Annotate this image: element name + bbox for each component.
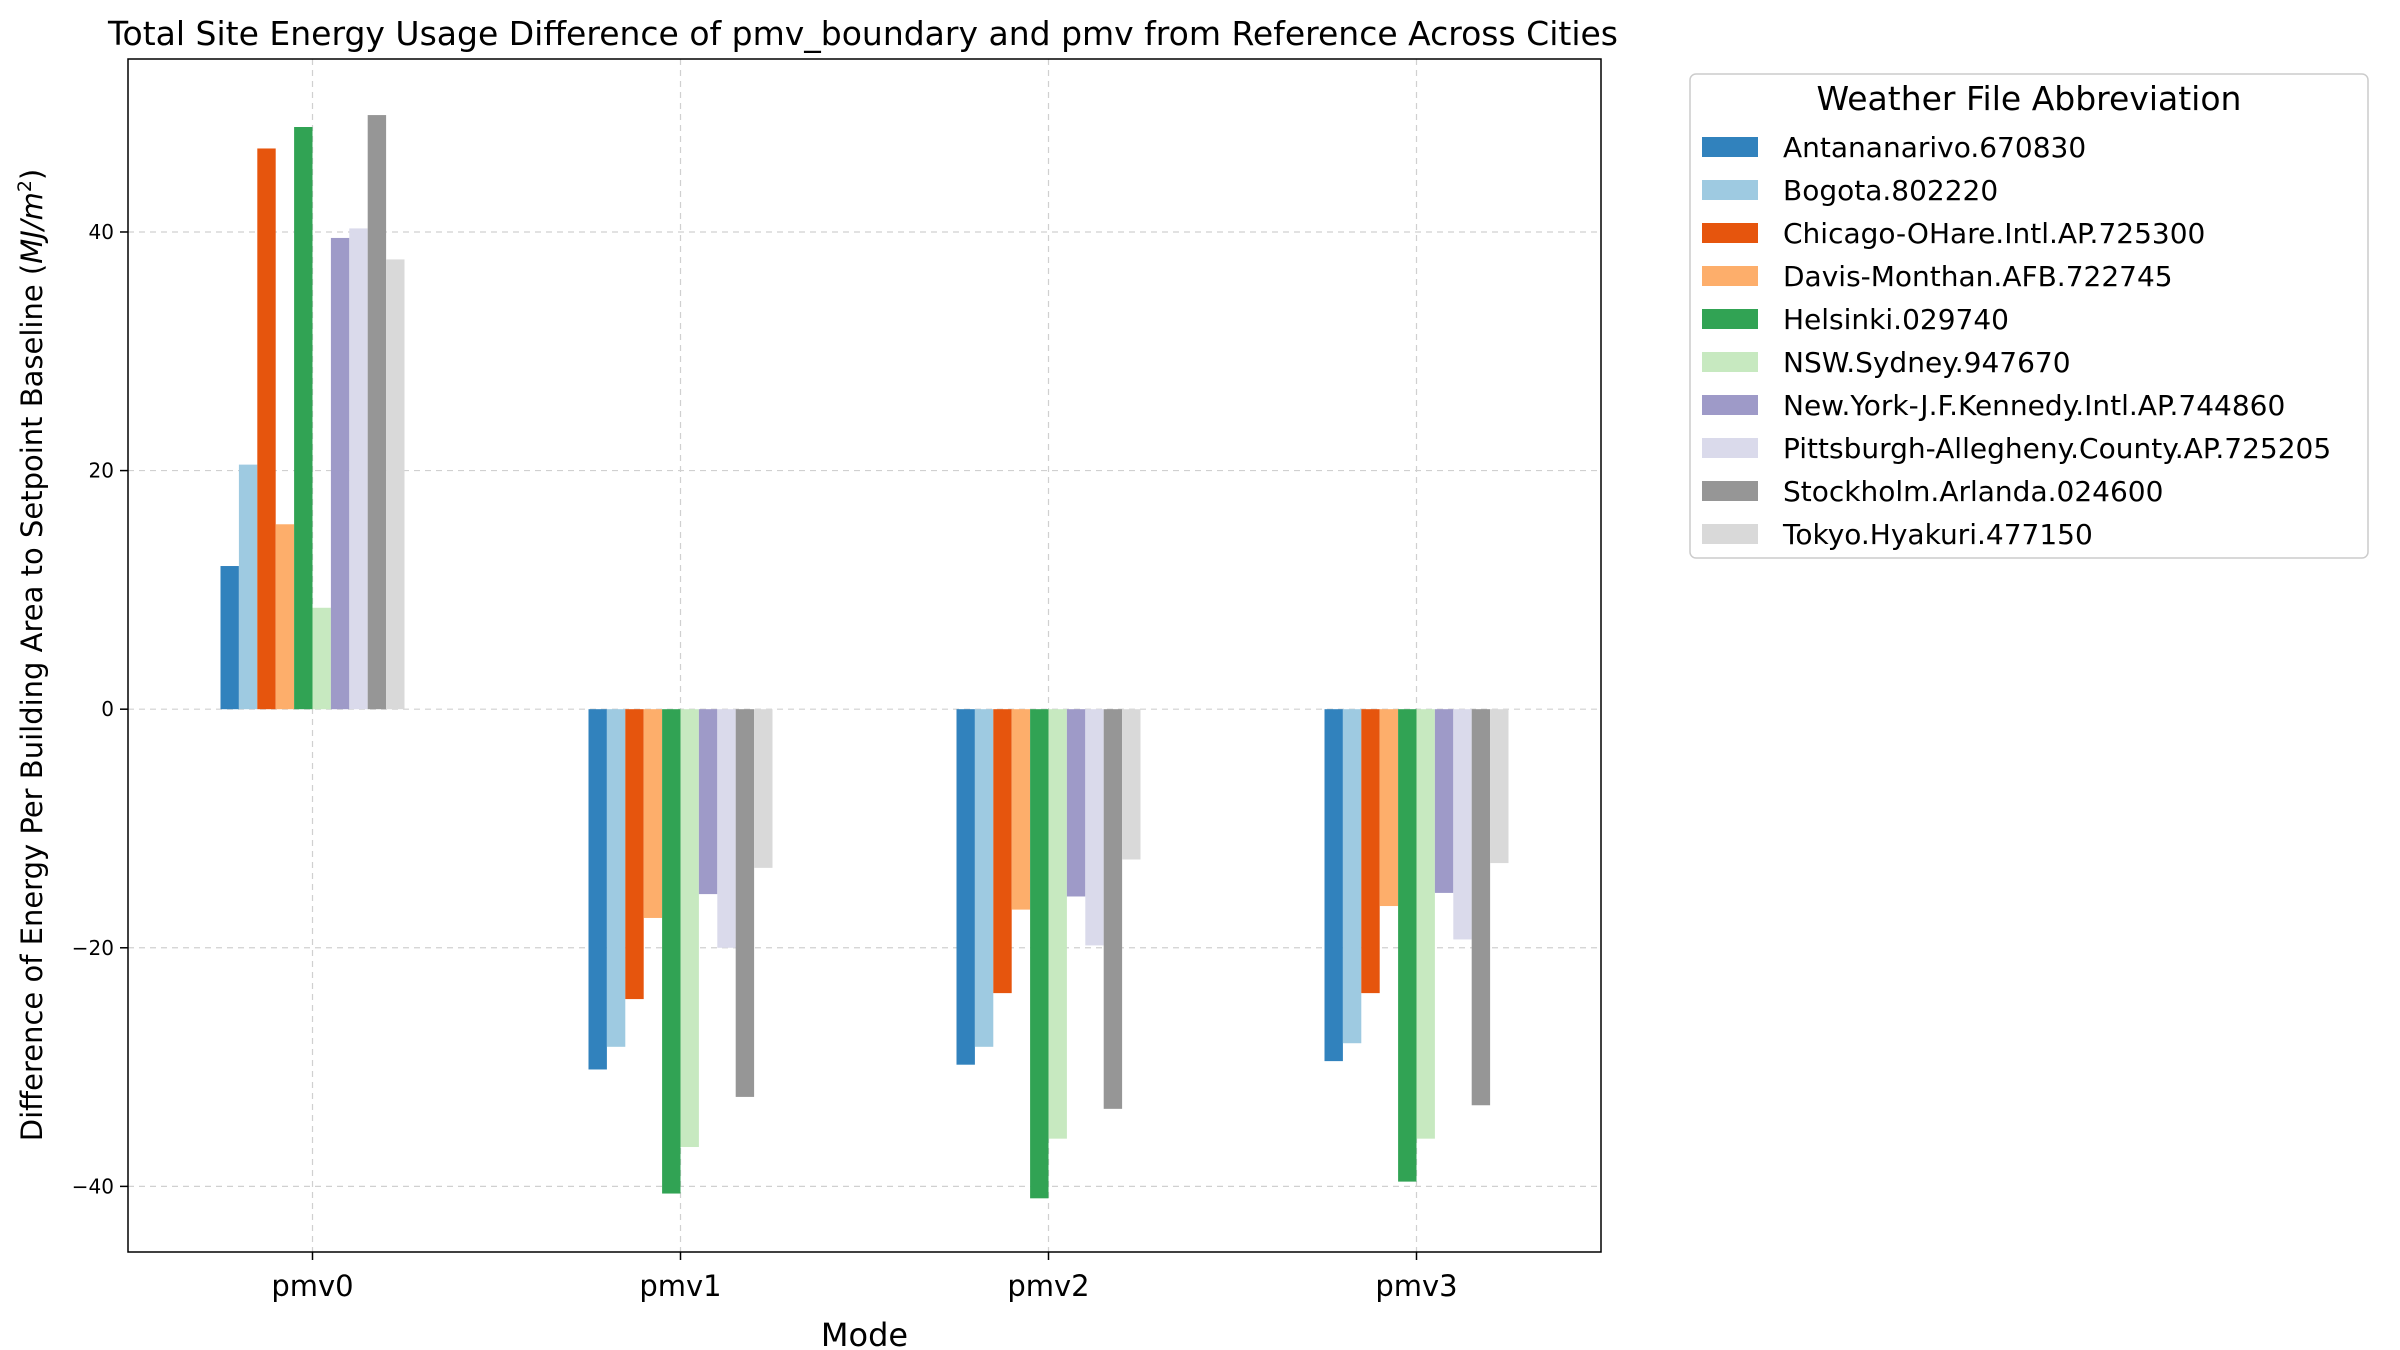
legend-label: Chicago-OHare.Intl.AP.725300 — [1783, 217, 2205, 250]
bar — [330, 237, 350, 710]
legend-swatch — [1702, 524, 1758, 544]
legend-label: Davis-Monthan.AFB.722745 — [1783, 260, 2173, 293]
legend-label: NSW.Sydney.947670 — [1783, 346, 2071, 379]
y-tick-label: −20 — [72, 936, 114, 960]
bar — [1085, 709, 1104, 946]
bar — [257, 148, 276, 710]
chart-title: Total Site Energy Usage Difference of pm… — [107, 14, 1618, 53]
x-tick-label: pmv0 — [271, 1269, 353, 1303]
legend-swatch — [1702, 395, 1758, 415]
bar — [1066, 709, 1086, 897]
x-axis-label: Mode — [821, 1316, 908, 1350]
bar — [680, 709, 699, 1148]
y-axis-label-close: ) — [15, 169, 49, 180]
bar — [735, 709, 755, 1097]
x-tick-label: pmv3 — [1375, 1269, 1457, 1303]
y-axis-label-exponent: 2 — [14, 180, 36, 192]
legend-frame — [1689, 73, 2369, 559]
bar — [386, 259, 405, 710]
bar — [1122, 709, 1141, 860]
bar — [993, 709, 1012, 994]
bar — [625, 709, 644, 1000]
legend-label: Bogota.802220 — [1783, 174, 1998, 207]
legend-swatch — [1702, 309, 1758, 329]
bar — [1434, 709, 1454, 893]
bar — [1030, 709, 1049, 1199]
y-axis-label: Difference of Energy Per Building Area t… — [14, 169, 49, 1142]
bar — [698, 709, 718, 895]
legend-swatch — [1702, 266, 1758, 286]
bar — [220, 566, 239, 710]
legend-title: Weather File Abbreviation — [1817, 79, 2242, 118]
legend-swatch — [1702, 137, 1758, 157]
legend-swatch — [1702, 180, 1758, 200]
y-tick-label: −40 — [72, 1174, 114, 1198]
legend-label: Stockholm.Arlanda.024600 — [1783, 475, 2163, 508]
bar — [1048, 709, 1067, 1139]
legend-swatch — [1702, 223, 1758, 243]
bar — [717, 709, 736, 948]
x-tick-label: pmv1 — [639, 1269, 721, 1303]
x-tick-label: pmv2 — [1007, 1269, 1089, 1303]
legend-label: Antananarivo.670830 — [1783, 131, 2086, 164]
bar — [1361, 709, 1380, 994]
legend-swatch — [1702, 438, 1758, 458]
legend-label: Pittsburgh-Allegheny.County.AP.725205 — [1783, 432, 2331, 465]
bar — [1103, 709, 1123, 1109]
bar — [275, 524, 295, 710]
bar — [1416, 709, 1435, 1139]
y-tick-label: 0 — [101, 697, 114, 721]
bar — [1379, 709, 1399, 907]
y-tick-label: 20 — [89, 459, 114, 483]
bar — [662, 709, 681, 1194]
bar — [1324, 709, 1343, 1062]
x-axis: pmv0 pmv1 pmv2 pmv3 — [271, 1252, 1458, 1303]
legend-swatch — [1702, 481, 1758, 501]
bar — [606, 709, 626, 1047]
legend-label: Helsinki.029740 — [1783, 303, 2009, 336]
bar — [294, 127, 313, 710]
bar — [588, 709, 607, 1070]
bar — [1011, 709, 1031, 910]
legend: Weather File Abbreviation Antananarivo.6… — [1689, 73, 2369, 559]
bar — [312, 607, 331, 710]
bar — [349, 228, 368, 710]
y-axis-label-unit: MJ/m — [15, 192, 49, 264]
bar — [956, 709, 975, 1065]
bar — [367, 115, 387, 710]
legend-label: Tokyo.Hyakuri.477150 — [1782, 518, 2093, 551]
y-tick-label: 40 — [89, 220, 114, 244]
bar — [754, 709, 773, 868]
legend-label: New.York-J.F.Kennedy.Intl.AP.744860 — [1783, 389, 2285, 422]
bar — [1471, 709, 1491, 1106]
bar — [238, 464, 258, 710]
bar — [643, 709, 663, 918]
y-axis-label-text: Difference of Energy Per Building Area t… — [15, 264, 49, 1142]
legend-swatch — [1702, 352, 1758, 372]
bar — [1398, 709, 1417, 1182]
bar — [1453, 709, 1472, 940]
bars — [220, 115, 1509, 1199]
legend-items: Antananarivo.670830 Bogota.802220 Chicago-… — [1702, 131, 2331, 551]
bar — [1342, 709, 1362, 1044]
bar — [1490, 709, 1509, 864]
y-axis: −40 −20 0 20 40 — [72, 220, 128, 1198]
bar — [974, 709, 994, 1047]
plot-frame — [127, 58, 1602, 1253]
